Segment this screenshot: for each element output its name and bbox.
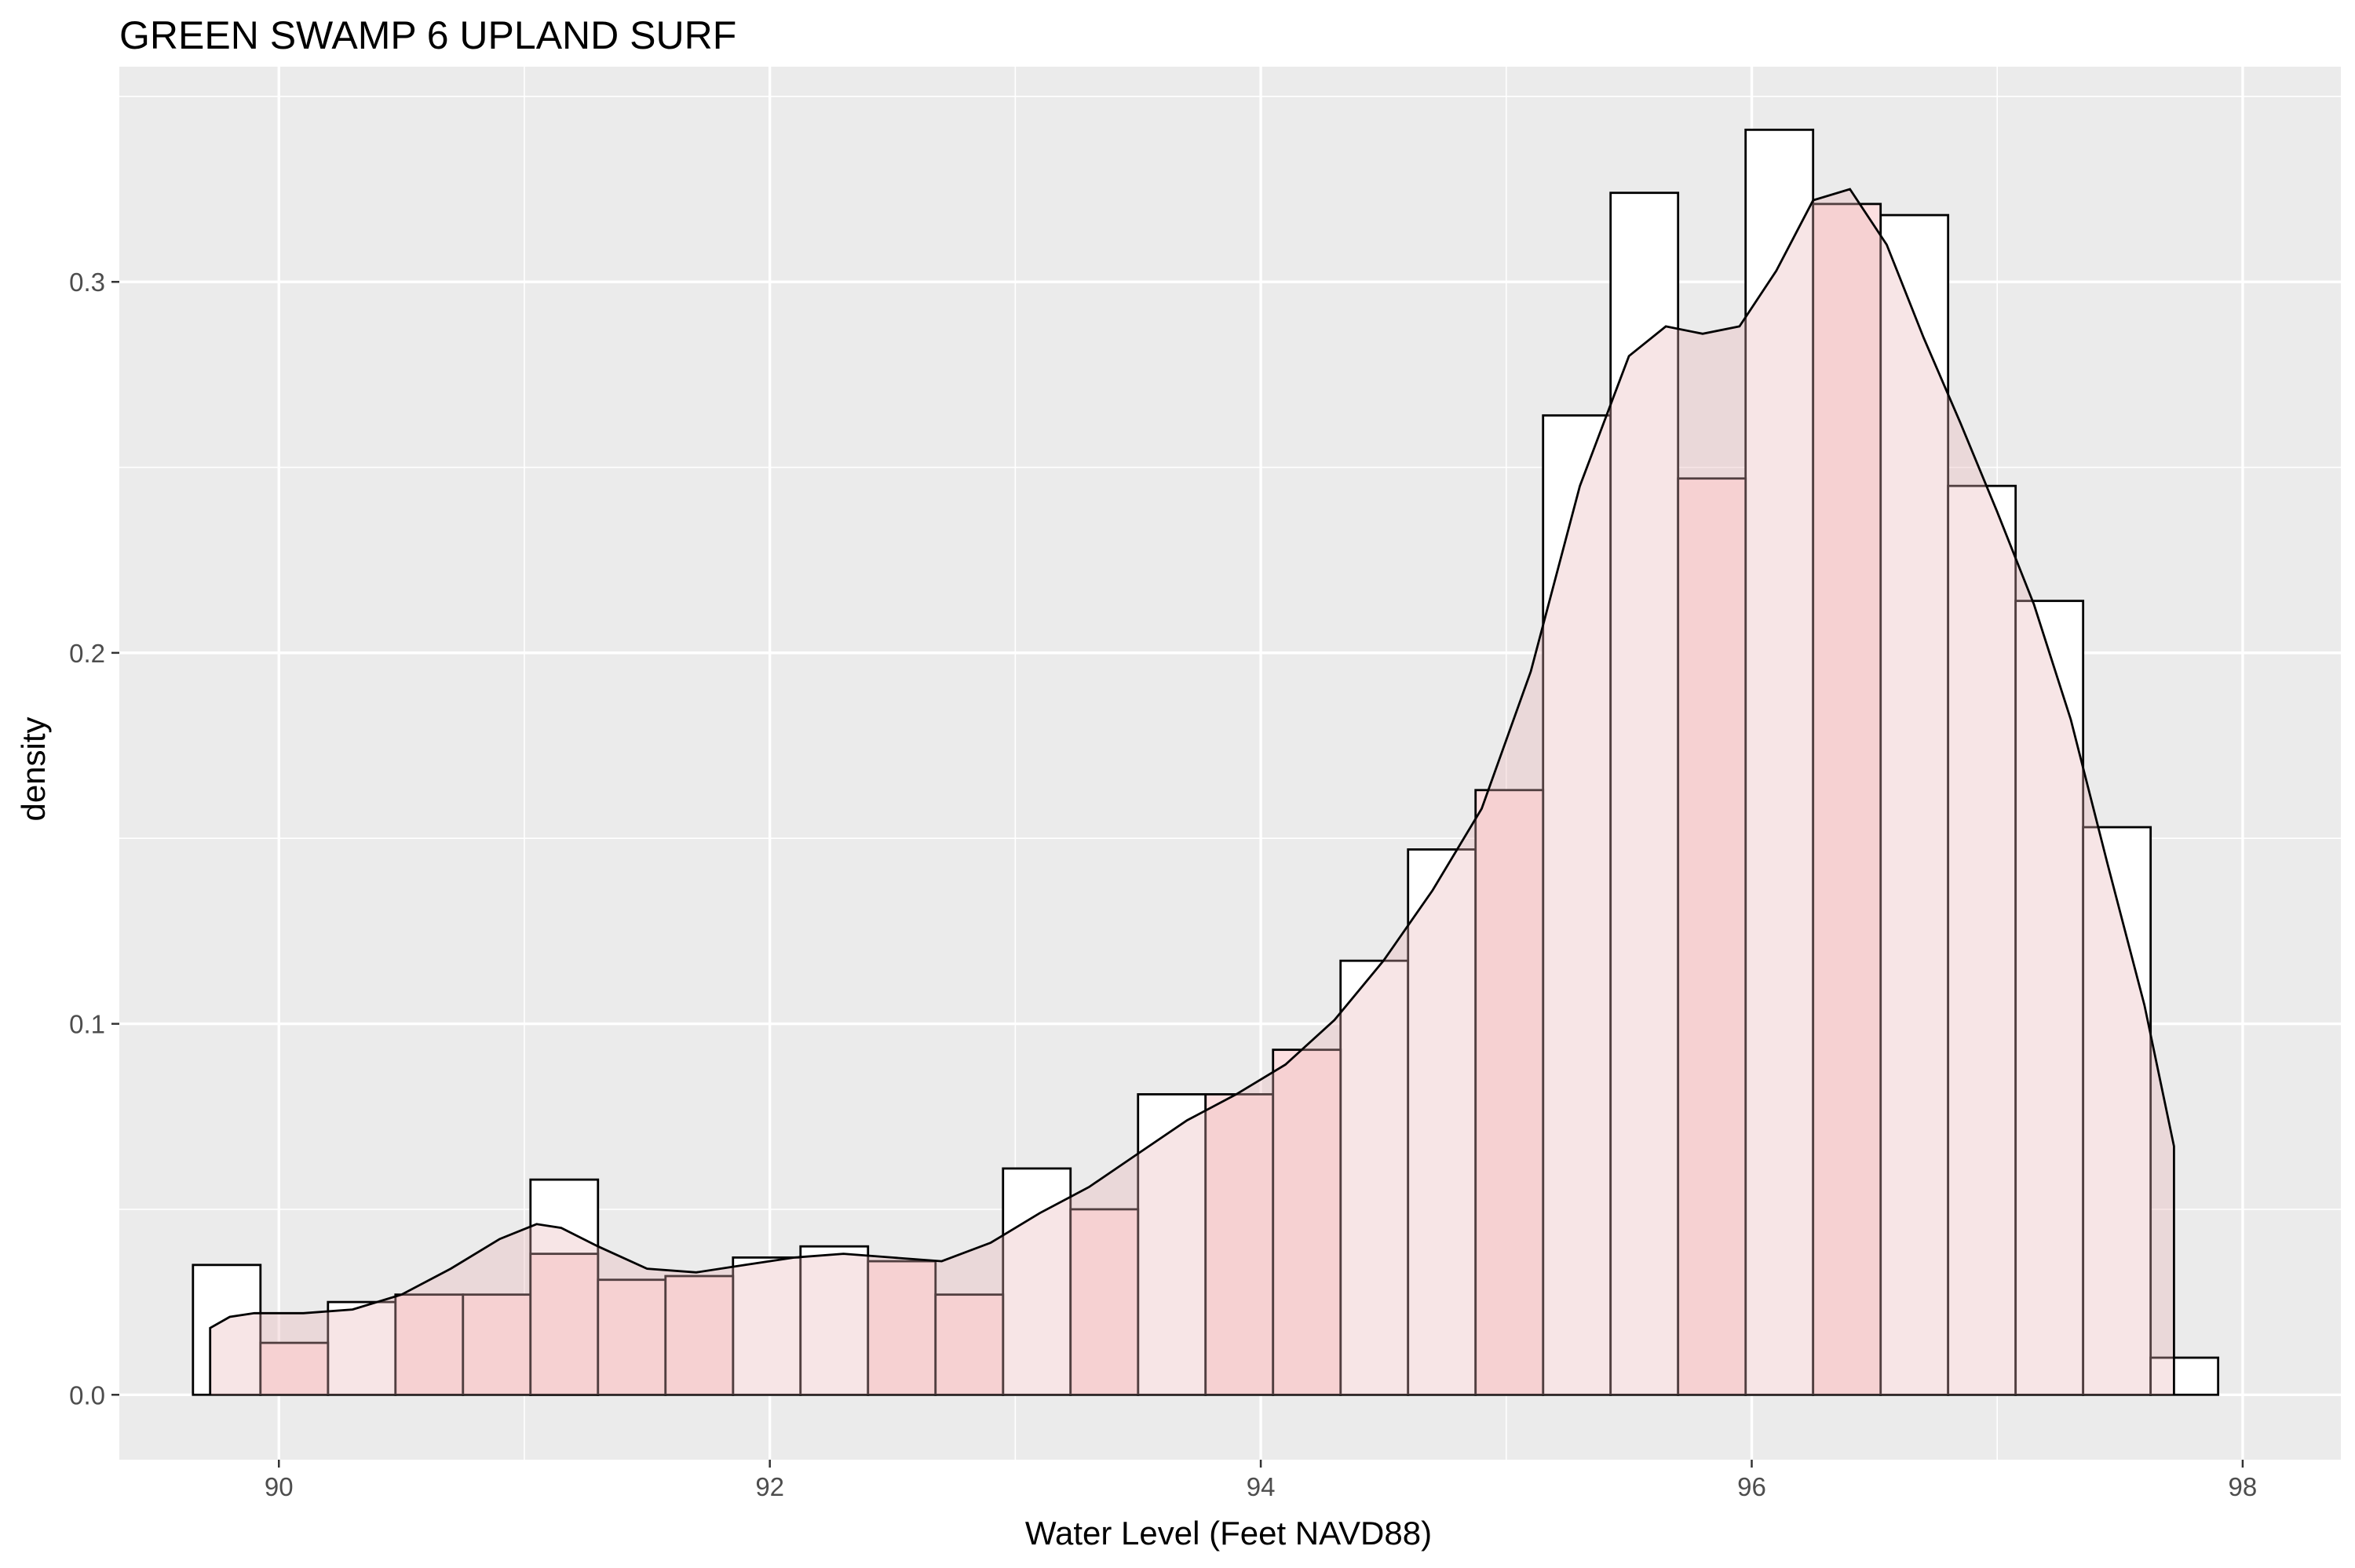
histogram-bar-2 — [597, 1278, 667, 1396]
histogram-bar-1 — [1339, 959, 1410, 1396]
y-tick-label: 0.3 — [69, 268, 105, 297]
x-tick-label: 90 — [265, 1472, 294, 1501]
histogram-bar-2 — [1272, 1048, 1342, 1396]
histogram-bar-1 — [327, 1300, 397, 1396]
y-tick-label: 0.0 — [69, 1380, 105, 1409]
histogram-bar-1 — [1609, 191, 1680, 1396]
y-axis-title: density — [15, 717, 52, 821]
histogram-bar-2 — [259, 1341, 330, 1396]
histogram-bar-2 — [529, 1253, 600, 1396]
x-tick-label: 94 — [1247, 1472, 1276, 1501]
x-axis-title: Water Level (Feet NAVD88) — [1025, 1515, 1432, 1552]
histogram-bar-2 — [1204, 1092, 1275, 1396]
histogram-bar-1 — [1879, 213, 1950, 1396]
x-tick-label: 96 — [1737, 1472, 1766, 1501]
chart-title: GREEN SWAMP 6 UPLAND SURF — [119, 13, 736, 57]
density-line — [209, 188, 2175, 1395]
x-tick-label: 92 — [755, 1472, 784, 1501]
histogram-bar-1 — [1407, 848, 1477, 1396]
histogram-bar-1 — [192, 1264, 262, 1396]
histogram-bar-2 — [1812, 202, 1882, 1396]
histogram-bar-1 — [1947, 484, 2017, 1396]
histogram-bar-1 — [1002, 1167, 1072, 1396]
axes: 90 92 94 96 98 0.0 0.1 0.2 0.3 — [69, 268, 2257, 1501]
histogram-bar-2 — [1474, 789, 1545, 1396]
histogram-bar-1 — [2082, 826, 2152, 1396]
histogram-bars — [192, 128, 2220, 1396]
histogram-bar-2 — [1069, 1208, 1140, 1396]
y-tick-label: 0.1 — [69, 1010, 105, 1039]
histogram-bar-1 — [2149, 1356, 2220, 1396]
histogram-bar-2 — [462, 1293, 532, 1396]
density-curve — [209, 188, 2175, 1395]
histogram-bar-2 — [394, 1293, 465, 1396]
histogram-bar-2 — [664, 1274, 735, 1396]
histogram-bar-2 — [934, 1293, 1005, 1396]
histogram-bar-2 — [1677, 477, 1747, 1396]
histogram-bar-1 — [1744, 128, 1815, 1396]
x-tick-label: 98 — [2229, 1472, 2258, 1501]
y-tick-label: 0.2 — [69, 639, 105, 668]
density-area — [210, 189, 2174, 1395]
